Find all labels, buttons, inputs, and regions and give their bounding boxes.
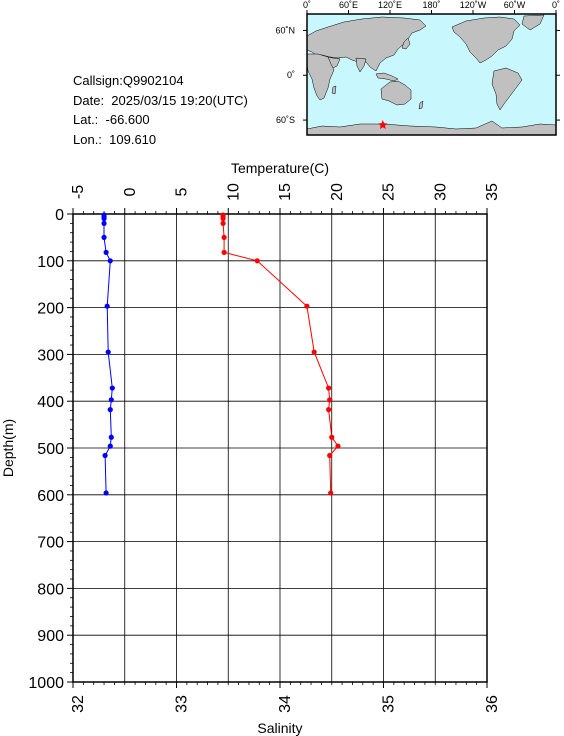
map-lon-tick-label: 60˚E — [339, 0, 358, 10]
temperature-data-point — [221, 249, 227, 255]
depth-tick-label: 0 — [55, 207, 64, 224]
temperature-data-point — [326, 407, 332, 413]
temperature-ticks: -5 0 5 10 15 20 25 30 35 — [70, 183, 501, 214]
depth-tick-label: 900 — [37, 628, 64, 645]
temperature-tick-label: 15 — [277, 183, 294, 201]
map-lat-tick-label: 60˚S — [276, 115, 295, 125]
temperature-tick-label: -5 — [70, 185, 87, 199]
temperature-tick-label: 25 — [381, 183, 398, 201]
salinity-data-point — [101, 216, 107, 222]
depth-tick-label: 700 — [37, 535, 64, 552]
map-lon-tick-label: 0˚ — [303, 0, 311, 10]
salinity-data-point — [108, 434, 114, 440]
land-india — [355, 57, 367, 73]
temperature-tick-label: 10 — [225, 183, 242, 201]
map-lon-tick-label: 180˚ — [422, 0, 440, 10]
temperature-axis-label: Temperature(C) — [231, 160, 329, 176]
map-land — [307, 14, 556, 135]
depth-tick-label: 200 — [37, 301, 64, 318]
temperature-data-point — [221, 234, 227, 240]
map-lon-tick-label: 120˚W — [460, 0, 487, 10]
temperature-tick-label: 0 — [122, 187, 139, 196]
latitude-text: Lat.: -66.600 — [73, 112, 150, 127]
salinity-tick-label: 34 — [277, 695, 294, 713]
salinity-data-point — [102, 452, 108, 459]
land-south-america — [491, 67, 523, 111]
date-text: Date: 2025/03/15 19:20(UTC) — [73, 92, 248, 108]
depth-tick-label: 600 — [37, 488, 64, 505]
series-layer — [101, 212, 341, 496]
depth-tick-label: 500 — [37, 441, 64, 458]
salinity-tick-label: 32 — [70, 695, 87, 713]
temperature-data-point — [326, 385, 332, 391]
temperature-tick-label: 35 — [484, 183, 501, 201]
temperature-tick-label: 5 — [174, 187, 191, 196]
plot-grid — [72, 213, 488, 683]
temperature-profile-line — [222, 214, 339, 493]
temperature-data-point — [220, 220, 226, 226]
depth-tick-label: 400 — [37, 394, 64, 411]
location-map: 0˚ 60˚E 120˚E 180˚ 120˚W 60˚W 0˚ 60˚N 0˚ 60˚S — [275, 0, 560, 136]
map-lon-tick-label: 120˚E — [378, 0, 402, 10]
land-indonesia — [375, 72, 399, 82]
map-lon-ticks: 0˚ 60˚E 120˚E 180˚ 120˚W 60˚W 0˚ — [303, 0, 560, 14]
land-madagascar — [331, 85, 337, 95]
depth-tick-label: 300 — [37, 347, 64, 364]
depth-ticks: 0 100 200 300 400 500 600 700 800 900 1000 — [28, 207, 73, 692]
salinity-data-point — [101, 220, 107, 226]
temperature-data-point — [311, 349, 317, 355]
salinity-data-point — [107, 443, 113, 449]
map-lon-tick-label: 0˚ — [552, 0, 560, 10]
temperature-tick-label: 30 — [432, 183, 449, 201]
depth-tick-label: 800 — [37, 581, 64, 598]
temperature-data-point — [329, 434, 335, 440]
salinity-tick-label: 33 — [174, 695, 191, 713]
station-info: Callsign:Q9902104 Date: 2025/03/15 19:20… — [73, 71, 248, 149]
depth-axis-label: Depth(m) — [0, 419, 16, 477]
land-eurasia — [307, 16, 427, 72]
salinity-ticks: 32 33 34 35 36 — [70, 682, 501, 713]
salinity-data-point — [104, 303, 110, 309]
salinity-data-point — [108, 397, 114, 403]
temperature-data-point — [327, 397, 333, 403]
map-lat-tick-label: 60˚N — [275, 25, 295, 35]
temperature-data-point — [328, 490, 334, 496]
salinity-data-point — [107, 407, 113, 413]
salinity-axis-label: Salinity — [257, 720, 302, 736]
land-greenland — [521, 14, 545, 31]
salinity-data-point — [107, 258, 113, 264]
land-new-zealand — [418, 100, 424, 110]
depth-tick-label: 1000 — [28, 675, 64, 692]
land-antarctica — [307, 120, 556, 135]
station-marker-star-icon — [378, 120, 388, 129]
map-lat-tick-label: 0˚ — [287, 70, 295, 80]
salinity-data-point — [109, 385, 115, 391]
map-lon-tick-label: 60˚W — [504, 0, 526, 10]
depth-tick-label: 100 — [37, 254, 64, 271]
salinity-data-point — [101, 234, 107, 240]
land-africa — [307, 53, 335, 101]
temperature-data-point — [220, 216, 226, 222]
temperature-tick-label: 20 — [329, 183, 346, 201]
temperature-data-point — [304, 303, 310, 309]
map-lat-ticks: 60˚N 0˚ 60˚S — [275, 25, 560, 125]
salinity-tick-label: 36 — [484, 695, 501, 713]
land-north-america — [451, 16, 521, 64]
salinity-data-point — [103, 249, 109, 255]
longitude-text: Lon.: 109.610 — [73, 131, 157, 147]
salinity-data-point — [103, 490, 109, 496]
temperature-data-point — [254, 258, 260, 264]
salinity-data-point — [105, 349, 111, 355]
salinity-tick-label: 35 — [381, 695, 398, 713]
callsign-text: Callsign:Q9902104 — [73, 73, 184, 88]
land-japan — [401, 37, 411, 50]
temperature-data-point — [335, 443, 341, 449]
land-australia — [380, 80, 412, 106]
temperature-data-point — [327, 452, 333, 459]
